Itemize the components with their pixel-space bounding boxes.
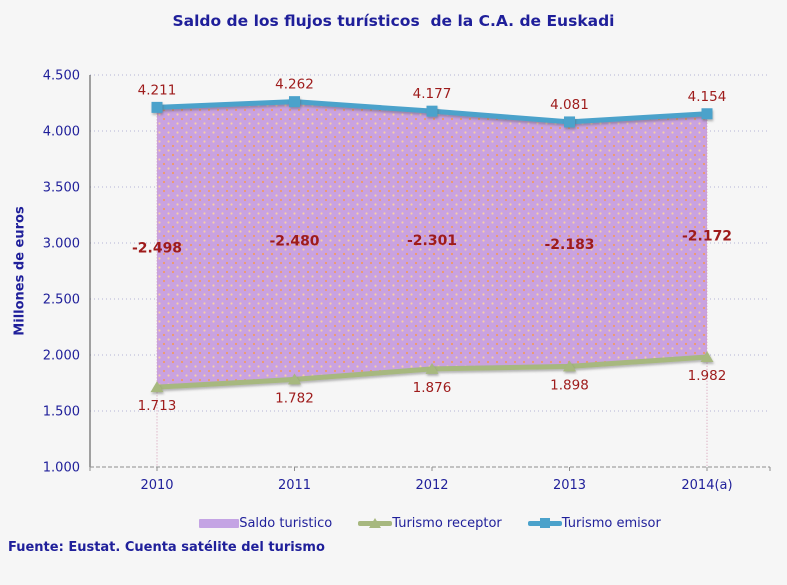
triangle-marker-icon — [425, 362, 439, 374]
emisor-value-label: 4.081 — [550, 97, 589, 113]
receptor-value-label: 1.713 — [138, 398, 177, 414]
y-tick-label: 3.500 — [43, 181, 80, 196]
legend-item-emisor: Turismo emisor — [527, 515, 661, 531]
saldo-value-label: -2.301 — [407, 233, 457, 249]
y-tick-labels: 1.000 1.500 2.000 2.500 3.000 3.500 4.000 4.500 — [43, 69, 80, 476]
emisor-markers — [151, 96, 713, 128]
x-tick-label: 2011 — [278, 478, 311, 493]
saldo-swatch-icon — [199, 518, 240, 528]
y-tick-label: 3.000 — [43, 237, 80, 252]
legend: Saldo turistico Turismo receptor Turismo… — [90, 510, 770, 536]
square-marker-icon — [701, 108, 713, 120]
x-tick-label: 2012 — [415, 478, 448, 493]
triangle-marker-icon — [288, 373, 301, 385]
emisor-value-label: 4.154 — [688, 89, 727, 105]
y-tick-label: 2.000 — [43, 349, 80, 364]
data-labels: 4.211 4.262 4.177 4.081 4.154 1.713 1.782 1.876… — [132, 77, 732, 414]
receptor-value-label: 1.898 — [550, 377, 589, 393]
receptor-swatch-icon — [358, 516, 393, 530]
y-tick-label: 2.500 — [43, 293, 80, 308]
emisor-value-label: 4.177 — [413, 86, 452, 102]
y-tick-label: 4.000 — [43, 125, 80, 140]
x-tick-labels: 2010 2011 2012 2013 2014(a) — [140, 478, 732, 493]
square-marker-icon — [426, 105, 438, 117]
y-tick-label: 1.500 — [43, 405, 80, 420]
x-tick-label: 2010 — [140, 478, 173, 493]
square-marker-icon — [564, 116, 575, 128]
triangle-marker-icon — [700, 351, 714, 363]
triangle-marker-icon — [150, 381, 164, 393]
receptor-value-label: 1.782 — [275, 390, 314, 406]
legend-label-receptor: Turismo receptor — [392, 515, 502, 531]
saldo-value-label: -2.498 — [132, 240, 182, 256]
square-marker-icon — [289, 96, 300, 108]
source-note: Fuente: Eustat. Cuenta satélite del turi… — [8, 540, 325, 555]
legend-item-saldo: Saldo turistico — [199, 516, 332, 531]
y-tick-label: 1.000 — [43, 461, 80, 476]
emisor-value-label: 4.262 — [275, 77, 314, 93]
legend-item-receptor: Turismo receptor — [358, 516, 502, 531]
emisor-swatch-icon — [527, 516, 562, 530]
square-marker-icon — [151, 101, 163, 113]
triangle-marker-icon — [563, 360, 576, 372]
saldo-value-label: -2.183 — [544, 237, 594, 253]
emisor-value-label: 4.211 — [138, 82, 177, 98]
legend-label-emisor: Turismo emisor — [561, 515, 661, 531]
saldo-value-label: -2.480 — [269, 234, 319, 250]
legend-label-saldo: Saldo turistico — [239, 515, 333, 531]
saldo-area — [157, 101, 707, 388]
chart-title: Saldo de los flujos turísticos de la C.A… — [172, 12, 615, 30]
x-tick-label: 2014(a) — [681, 478, 732, 493]
receptor-value-label: 1.982 — [688, 368, 727, 384]
receptor-value-label: 1.876 — [413, 380, 452, 396]
y-tick-label: 4.500 — [43, 69, 80, 84]
x-tick-label: 2013 — [553, 478, 586, 493]
saldo-value-label: -2.172 — [682, 228, 732, 244]
x-axis-ticks — [89, 467, 771, 471]
receptor-markers — [150, 351, 714, 393]
